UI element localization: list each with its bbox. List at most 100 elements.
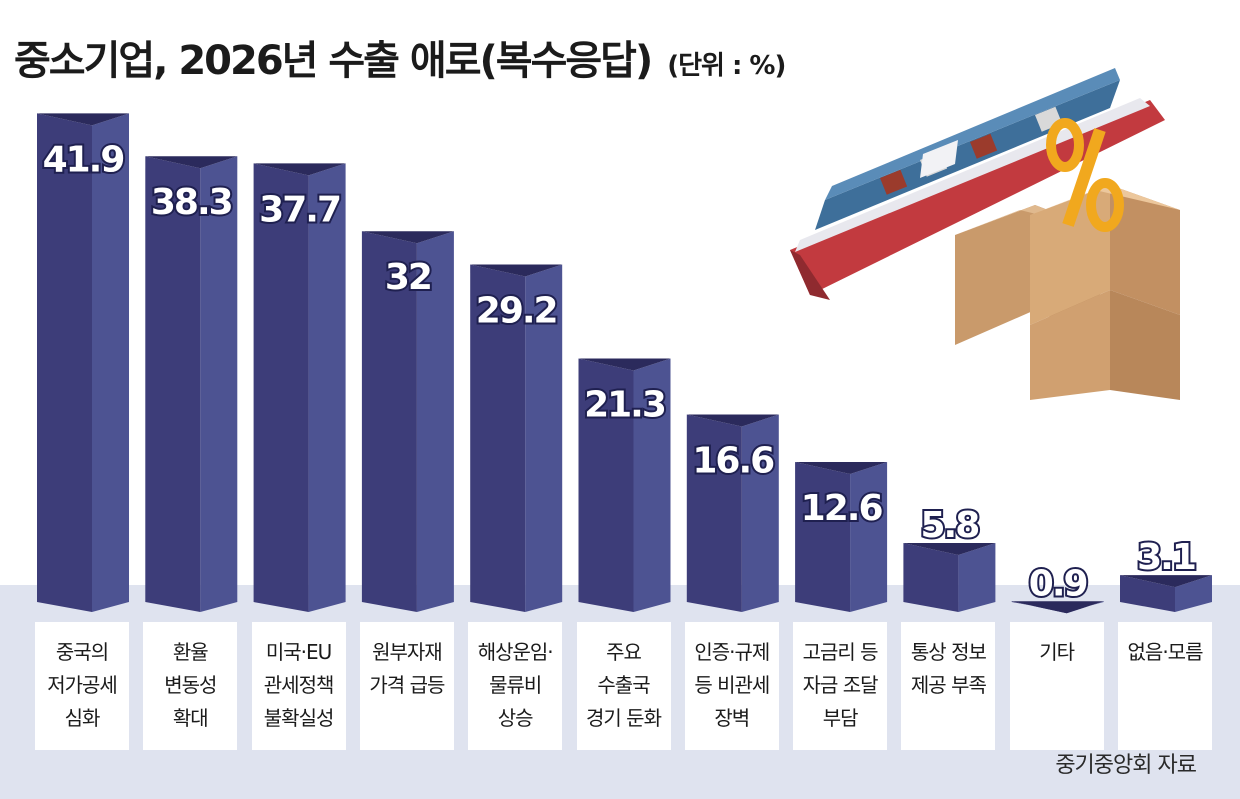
category-label-line: 변동성 xyxy=(164,673,217,697)
category-label-line: 장벽 xyxy=(714,706,750,730)
category-label-line: 환율 xyxy=(172,640,209,664)
bar-front xyxy=(795,462,851,612)
bar-side xyxy=(416,231,454,612)
category-label-line: 상승 xyxy=(497,706,534,730)
value-label: 32 xyxy=(385,257,431,298)
containers xyxy=(815,68,1120,230)
category-label-line: 주요 xyxy=(606,640,642,664)
category-label-line: 원부자재 xyxy=(372,640,443,664)
category-label-line: 기타 xyxy=(1039,640,1075,664)
bar-front xyxy=(1011,601,1067,614)
bar-top xyxy=(361,231,454,244)
value-label: 3.1 xyxy=(1137,537,1195,578)
bar-front xyxy=(470,264,526,612)
category-label-line: 물류비 xyxy=(489,673,542,697)
unit-note: (단위 : %) xyxy=(667,51,786,81)
bar-front xyxy=(253,163,309,612)
bar-7 xyxy=(686,414,779,612)
bar-top xyxy=(470,264,563,277)
bar-top xyxy=(795,462,888,475)
bar-5 xyxy=(470,264,563,612)
bar-9 xyxy=(903,542,996,612)
bar-side xyxy=(741,414,779,612)
container-ship-illustration xyxy=(790,68,1180,400)
bar-top xyxy=(578,358,671,371)
source-note: 중기중앙회 자료 xyxy=(1055,753,1197,778)
value-label: 0.9 xyxy=(1029,563,1087,604)
bar-side xyxy=(1175,575,1212,612)
category-label-line: 저가공세 xyxy=(47,673,118,697)
value-label: 41.9 xyxy=(43,139,124,180)
category-label-line: 미국·EU xyxy=(265,640,332,664)
bar-top xyxy=(37,113,129,126)
category-label-line: 불확실성 xyxy=(263,706,335,730)
category-label-line: 없음·모름 xyxy=(1127,640,1204,664)
category-label-line: 경기 둔화 xyxy=(586,706,662,730)
category-label: 없음·모름 xyxy=(1118,622,1212,750)
category-label-line: 고금리 등 xyxy=(802,640,879,664)
bar-10 xyxy=(1011,601,1104,614)
bar-side xyxy=(308,163,346,612)
category-label-line: 관세정책 xyxy=(263,673,335,697)
bar-4 xyxy=(361,231,454,612)
bar-top xyxy=(253,163,346,176)
value-label: 12.6 xyxy=(801,488,883,529)
category-label-line: 인증·규제 xyxy=(694,640,770,664)
bar-front xyxy=(903,542,959,612)
value-label: 37.7 xyxy=(259,189,340,230)
bar-6 xyxy=(578,358,671,612)
value-label: 29.2 xyxy=(476,291,557,332)
category-label-line: 자금 조달 xyxy=(802,673,879,697)
category-label-line: 확대 xyxy=(172,706,209,730)
category-label-line: 통상 정보 xyxy=(910,640,987,664)
ship-hull xyxy=(790,100,1165,295)
bar-side xyxy=(525,264,563,612)
bar-side xyxy=(850,462,888,612)
bar-11 xyxy=(1120,575,1212,612)
category-label-line: 심화 xyxy=(64,706,101,730)
value-label: 21.3 xyxy=(584,385,665,426)
bar-front xyxy=(578,358,634,612)
bar-side xyxy=(633,358,671,612)
bar-front xyxy=(1120,575,1175,612)
bar-top xyxy=(1120,575,1212,588)
category-label-line: 중국의 xyxy=(55,640,109,664)
category-label-line: 가격 급등 xyxy=(369,673,445,697)
bars: 41.9 38.3 37.7 32 29.2 21.3 16.6 12.6 5.8 0.9 3.1 xyxy=(37,113,1212,614)
bar-side xyxy=(958,542,996,612)
value-label: 16.6 xyxy=(692,440,774,481)
category-label-line: 수출국 xyxy=(597,673,650,697)
category-label: 기타 xyxy=(1009,622,1104,750)
category-label-line: 해상운임· xyxy=(477,640,554,664)
bar-8 xyxy=(795,462,888,612)
bar-2 xyxy=(145,156,238,613)
bar-top xyxy=(1011,601,1104,614)
category-label-line: 제공 부족 xyxy=(910,673,987,697)
title-text: 중소기업, 2026년 수출 애로(복수응답) xyxy=(14,38,653,84)
bar-side xyxy=(200,156,238,613)
bar-top xyxy=(145,156,238,169)
chart-title: 중소기업, 2026년 수출 애로(복수응답) (단위 : %) xyxy=(14,28,786,86)
category-label-line: 부담 xyxy=(822,706,859,730)
category-label-line: 등 비관세 xyxy=(694,673,770,697)
bar-3 xyxy=(253,163,346,612)
bar-1 xyxy=(37,113,129,612)
bar-front xyxy=(37,113,92,612)
value-label: 38.3 xyxy=(151,182,232,223)
percent-icon xyxy=(1046,118,1124,232)
bar-top xyxy=(686,414,779,427)
bar-side xyxy=(92,113,129,612)
bar-front xyxy=(361,231,417,612)
bar-front xyxy=(145,156,201,613)
bar-front xyxy=(686,414,742,612)
